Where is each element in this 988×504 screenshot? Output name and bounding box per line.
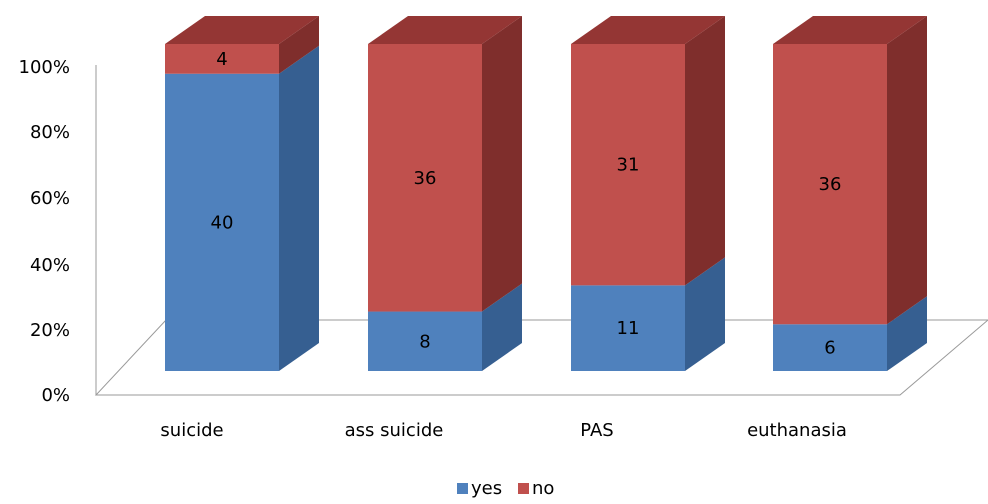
data-label: 40 <box>211 212 234 233</box>
x-category-label: suicide <box>160 420 223 441</box>
x-axis: suicide ass suicide PAS euthanasia <box>160 420 847 441</box>
bars-group: 40 4 8 36 11 31 6 36 <box>165 16 927 372</box>
bar-side-no <box>279 16 319 74</box>
bar-top-no <box>165 16 319 44</box>
x-category-label: PAS <box>580 420 613 441</box>
bar-side-yes <box>279 45 319 372</box>
chart-frame <box>94 65 988 396</box>
bar-segment-no <box>368 44 482 312</box>
data-label: 11 <box>617 318 640 339</box>
y-tick-label: 100% <box>19 57 70 78</box>
x-category-label: euthanasia <box>747 420 847 441</box>
y-tick-label: 80% <box>30 122 70 143</box>
legend-swatch-yes <box>457 483 468 494</box>
bar-side-no <box>887 16 927 325</box>
legend: yes no <box>457 478 554 499</box>
data-label: 36 <box>819 174 842 195</box>
bar-segment-yes <box>571 285 685 371</box>
y-tick-label: 40% <box>30 255 70 276</box>
bar-side-yes <box>685 257 725 371</box>
y-tick-label: 20% <box>30 320 70 341</box>
data-label: 8 <box>419 331 430 352</box>
bar-segment-yes <box>165 73 279 372</box>
bar-segment-yes <box>773 324 887 371</box>
bar-side-yes <box>482 283 522 371</box>
bar-stack-PAS: 11 31 <box>571 16 725 371</box>
bar-segment-no <box>165 44 279 74</box>
y-tick-label: 0% <box>41 385 70 406</box>
bar-stack-euthanasia: 6 36 <box>773 16 927 371</box>
data-label: 6 <box>824 338 835 359</box>
bar-stack-suicide: 40 4 <box>165 16 319 372</box>
bar-top-no <box>368 16 522 44</box>
bar-stack-ass-suicide: 8 36 <box>368 16 522 371</box>
y-axis: 0% 20% 40% 60% 80% 100% <box>19 57 70 406</box>
bar-segment-yes <box>368 311 482 371</box>
y-tick-label: 60% <box>30 188 70 209</box>
data-label: 4 <box>216 49 227 70</box>
bar-side-yes <box>887 296 927 371</box>
bar-top-no <box>571 16 725 44</box>
legend-label-yes: yes <box>471 478 502 499</box>
bar-side-no <box>685 16 725 286</box>
x-category-label: ass suicide <box>345 420 444 441</box>
floor-plane <box>94 319 988 396</box>
bar-side-no <box>482 16 522 312</box>
legend-label-no: no <box>532 478 554 499</box>
data-label: 36 <box>414 168 437 189</box>
bar-segment-no <box>571 44 685 286</box>
bar-top-no <box>773 16 927 44</box>
data-label: 31 <box>617 155 640 176</box>
legend-swatch-no <box>518 483 529 494</box>
bar-segment-no <box>773 44 887 325</box>
